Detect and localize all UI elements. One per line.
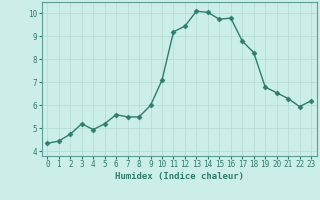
X-axis label: Humidex (Indice chaleur): Humidex (Indice chaleur) xyxy=(115,172,244,181)
